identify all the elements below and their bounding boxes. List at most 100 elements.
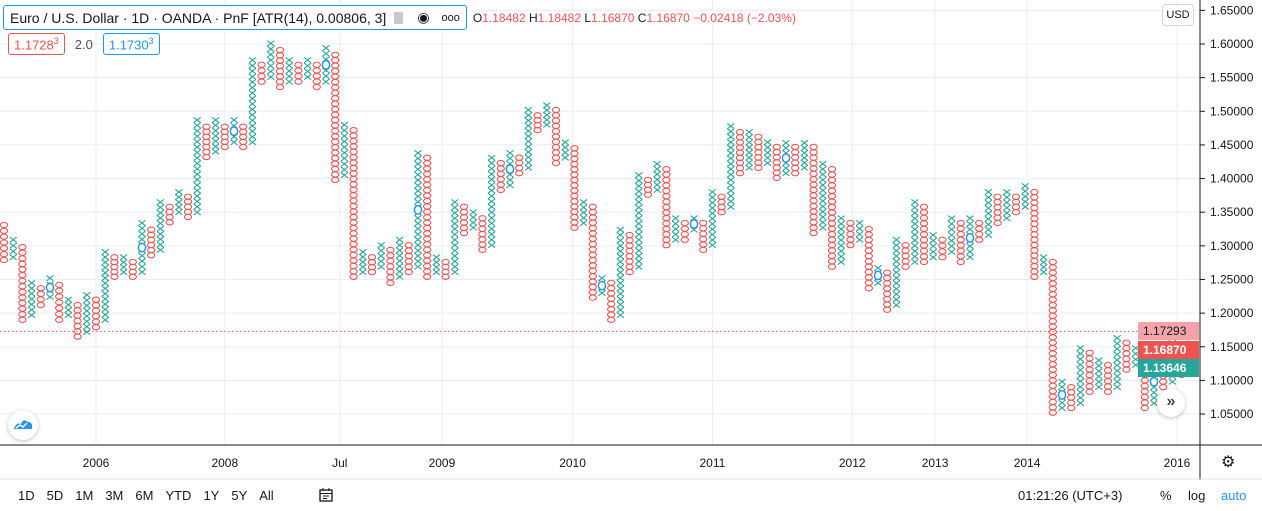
x-column xyxy=(119,254,128,276)
o-box xyxy=(275,83,285,91)
auto-toggle[interactable]: auto xyxy=(1221,488,1247,503)
o-box xyxy=(993,193,1002,200)
o-box xyxy=(993,219,1002,227)
x-box xyxy=(726,192,735,200)
o-box xyxy=(331,95,340,102)
o-box xyxy=(570,219,579,226)
gear-icon[interactable]: ⚙ xyxy=(1221,454,1236,471)
o-box xyxy=(993,214,1002,221)
pnf-chart[interactable]: 1.05000 1.10000 1.15000 1.20000 1.25000 1.300… xyxy=(0,0,1262,480)
eye-icon[interactable]: ◉ xyxy=(417,9,430,25)
o-box xyxy=(735,144,745,151)
more-icon[interactable]: ooo xyxy=(441,11,460,24)
interval-1m[interactable]: 1M xyxy=(75,488,94,503)
x-box xyxy=(800,164,809,171)
x-column xyxy=(653,160,662,194)
clock-time[interactable]: 01:21:26 (UTC+3) xyxy=(1018,488,1123,503)
o-box xyxy=(717,193,726,200)
interval-5d[interactable]: 5D xyxy=(46,488,64,503)
percent-toggle[interactable]: % xyxy=(1160,488,1172,503)
o-box xyxy=(901,252,910,260)
x-box xyxy=(947,226,956,233)
o-column xyxy=(993,193,1002,227)
x-box xyxy=(1002,215,1011,222)
o-column xyxy=(128,258,137,280)
marker-circle xyxy=(413,204,423,215)
interval-6m[interactable]: 6M xyxy=(135,488,154,503)
x-box xyxy=(984,226,993,233)
o-box xyxy=(551,117,561,124)
x-box xyxy=(487,154,496,161)
x-box xyxy=(782,139,790,147)
marker-circle xyxy=(229,126,239,137)
x-box xyxy=(1076,356,1085,363)
interval-all[interactable]: All xyxy=(259,488,274,503)
log-toggle[interactable]: log xyxy=(1188,488,1206,503)
y-tick-label: 1.60000 xyxy=(1210,37,1254,51)
x-box xyxy=(984,194,993,201)
x-box xyxy=(487,214,496,221)
x-box xyxy=(947,231,956,239)
x-box xyxy=(671,215,680,222)
price-axis[interactable]: 1.05000 1.10000 1.15000 1.20000 1.25000 1.300… xyxy=(1199,0,1254,480)
x-box xyxy=(616,279,625,287)
x-box xyxy=(579,209,588,216)
currency-button[interactable]: USD xyxy=(1162,4,1194,26)
o-box xyxy=(827,198,837,205)
x-box xyxy=(322,50,330,57)
o-box xyxy=(809,229,818,237)
o-box xyxy=(570,161,579,168)
x-column xyxy=(156,198,165,254)
o-box xyxy=(1048,404,1057,411)
x-box xyxy=(837,253,846,260)
scroll-right-icon[interactable]: » xyxy=(1157,389,1185,417)
o-column xyxy=(165,203,174,226)
x-box xyxy=(469,219,478,226)
symbol-legend[interactable]: Euro / U.S. Dollar · 1D · OANDA · PnF [A… xyxy=(3,5,467,30)
o-box xyxy=(864,268,873,276)
x-box xyxy=(947,220,956,227)
x-box xyxy=(414,171,422,178)
o-box xyxy=(772,169,781,176)
o-box xyxy=(18,271,27,279)
o-box xyxy=(294,67,303,74)
o-box xyxy=(294,78,303,85)
x-box xyxy=(1076,344,1085,352)
x-box xyxy=(156,214,165,222)
interval-3m[interactable]: 3M xyxy=(105,488,124,503)
o-box xyxy=(662,225,671,233)
o-box xyxy=(1048,301,1057,309)
x-box xyxy=(156,198,165,206)
interval-1y[interactable]: 1Y xyxy=(203,488,220,503)
x-box xyxy=(193,154,202,162)
x-column xyxy=(708,188,717,249)
x-box xyxy=(450,198,459,206)
x-box xyxy=(248,62,257,69)
interval-1d[interactable]: 1D xyxy=(18,488,35,503)
x-box xyxy=(138,236,146,243)
interval-ytd[interactable]: YTD xyxy=(165,488,192,503)
x-box xyxy=(634,215,643,222)
x-box xyxy=(892,296,901,303)
x-box xyxy=(910,220,919,228)
x-box xyxy=(818,224,827,231)
change-value: −0.02418 (−2.03%) xyxy=(693,10,796,25)
o-column xyxy=(809,143,818,237)
time-axis[interactable]: 2006 2008 Jul 2009 2010 2011 2012 2013 2014 2016 xyxy=(0,444,1262,480)
o-column xyxy=(1030,188,1039,280)
ohlc-values: O1.18482 H1.18482 L1.16870 C1.16870 −0.0… xyxy=(472,10,796,25)
x-box xyxy=(138,225,146,232)
o-box xyxy=(975,231,984,238)
x-box xyxy=(266,45,275,53)
tradingview-logo[interactable] xyxy=(8,410,38,440)
x-box xyxy=(966,215,974,222)
interval-5y[interactable]: 5Y xyxy=(231,488,248,503)
x-box xyxy=(708,204,717,212)
x-box xyxy=(947,215,956,222)
calendar-icon[interactable] xyxy=(318,487,334,506)
sell-button[interactable]: 1.17283 xyxy=(8,33,65,55)
o-box xyxy=(55,316,64,323)
price-tag-other: 1.13646 xyxy=(1138,359,1199,377)
x-box xyxy=(248,57,257,64)
buy-button[interactable]: 1.17303 xyxy=(102,33,160,55)
